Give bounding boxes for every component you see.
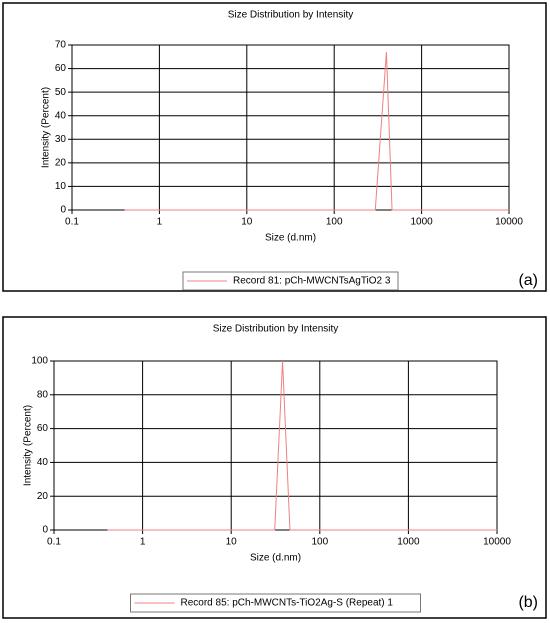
y-tick-label: 20 [37, 491, 49, 502]
panel-b [2, 316, 547, 619]
data-line [107, 360, 497, 531]
x-tick-label: 1000 [397, 537, 420, 548]
x-tick-label: 0.1 [65, 217, 79, 228]
panel-a [2, 2, 547, 292]
y-tick-label: 0 [42, 525, 48, 536]
y-tick-label: 40 [55, 110, 67, 121]
legend-box [130, 593, 421, 613]
x-tick-label: 10000 [483, 537, 511, 548]
chart-title: Size Distribution by Intensity [228, 10, 354, 21]
chart-title: Size Distribution by Intensity [213, 324, 339, 335]
y-tick-label: 60 [55, 63, 67, 74]
x-tick-label: 100 [311, 537, 328, 548]
x-tick-label: 10 [226, 537, 238, 548]
x-tick-label: 0.1 [47, 537, 61, 548]
x-tick-label: 1000 [410, 217, 433, 228]
y-tick-label: 70 [55, 40, 67, 51]
y-axis-label: Intensity (Percent) [41, 87, 52, 168]
x-tick-label: 10 [241, 217, 253, 228]
y-tick-label: 80 [37, 389, 49, 400]
y-tick-label: 0 [60, 205, 66, 216]
panel-label: (a) [518, 272, 538, 289]
x-axis-label: Size (d.nm) [265, 233, 316, 244]
panel-label: (b) [518, 594, 538, 611]
legend-label: Record 81: pCh-MWCNTsAgTiO2 3 [233, 276, 391, 287]
legend-box [182, 271, 399, 291]
plot-frame [53, 360, 498, 531]
x-tick-label: 10000 [495, 217, 523, 228]
y-tick-label: 20 [55, 157, 67, 168]
x-tick-label: 100 [326, 217, 343, 228]
y-tick-label: 50 [55, 87, 67, 98]
legend-label: Record 85: pCh-MWCNTs-TiO2Ag-S (Repeat) … [181, 598, 394, 609]
data-line [124, 52, 509, 211]
y-axis-label: Intensity (Percent) [23, 405, 34, 486]
x-tick-label: 1 [140, 537, 146, 548]
x-tick-label: 1 [157, 217, 163, 228]
y-tick-label: 30 [55, 134, 67, 145]
y-tick-label: 10 [55, 181, 67, 192]
y-tick-label: 60 [37, 423, 49, 434]
y-tick-label: 40 [37, 457, 49, 468]
y-tick-label: 100 [31, 356, 48, 367]
x-axis-label: Size (d.nm) [250, 553, 301, 564]
